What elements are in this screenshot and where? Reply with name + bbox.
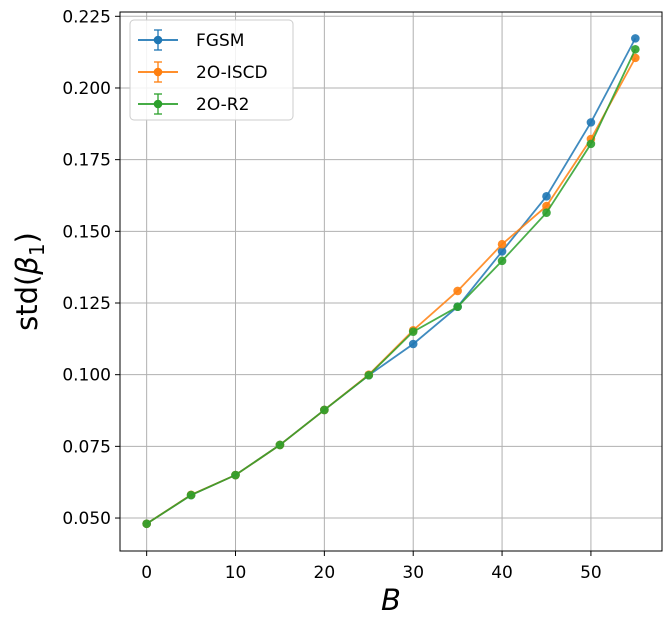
data-point — [142, 519, 151, 529]
y-axis-label-symbol: β — [10, 256, 44, 276]
legend-label: FGSM — [196, 31, 244, 51]
x-tick-label: 50 — [580, 563, 602, 583]
y-axis-label: std(β1) — [10, 232, 49, 331]
data-point — [586, 139, 596, 149]
y-tick-label: 0.075 — [62, 437, 111, 457]
legend-marker — [153, 67, 163, 77]
data-point — [231, 470, 240, 480]
legend-marker — [153, 35, 163, 45]
ticks: 0 10 20 30 40 50 0.050 0.075 0.100 0.125 0.150 0.17… — [62, 7, 601, 583]
legend-entry: FGSM — [138, 29, 244, 51]
data-point — [586, 118, 596, 127]
data-point — [453, 286, 462, 296]
series-layer — [142, 34, 640, 529]
data-point — [320, 405, 329, 415]
x-tick-label: 10 — [225, 563, 247, 583]
grid — [120, 12, 662, 551]
plot-frame — [119, 11, 663, 552]
y-tick-label: 0.150 — [62, 222, 111, 242]
y-tick-label: 0.125 — [62, 294, 111, 314]
data-point — [275, 440, 285, 450]
y-axis-label-prefix: std( — [10, 275, 44, 331]
x-tick-label: 20 — [314, 563, 336, 583]
series-line — [146, 48, 637, 525]
data-point — [631, 34, 640, 43]
y-tick-label: 0.175 — [62, 151, 111, 171]
data-point — [364, 370, 374, 380]
data-point — [542, 208, 551, 217]
y-tick-label: 0.200 — [62, 79, 111, 99]
y-axis-label-suffix: ) — [10, 232, 44, 243]
data-point — [631, 44, 640, 54]
data-point — [408, 339, 418, 349]
y-tick-label: 0.100 — [62, 366, 111, 386]
legend-entry: 2O-R2 — [138, 93, 249, 115]
y-tick-label: 0.050 — [62, 509, 111, 529]
data-point — [497, 239, 507, 249]
series-2o-r2 — [142, 44, 640, 529]
legend-entry: 2O-ISCD — [138, 61, 268, 83]
data-point — [408, 327, 418, 336]
y-axis-label-subscript: 1 — [25, 243, 49, 256]
legend: FGSM 2O-ISCD 2O-R2 — [129, 19, 294, 121]
legend-box — [129, 19, 294, 121]
data-point — [497, 256, 507, 266]
x-tick-label: 40 — [491, 563, 513, 583]
data-point — [453, 302, 462, 312]
legend-label: 2O-ISCD — [196, 63, 268, 83]
data-point — [542, 192, 551, 201]
x-axis-label: B — [381, 583, 401, 617]
data-point — [497, 247, 507, 256]
data-point — [186, 490, 196, 500]
x-tick-label: 0 — [141, 563, 152, 583]
legend-marker — [153, 99, 163, 109]
legend-label: 2O-R2 — [196, 95, 249, 115]
y-tick-label: 0.225 — [62, 7, 111, 27]
x-tick-label: 30 — [402, 563, 424, 583]
